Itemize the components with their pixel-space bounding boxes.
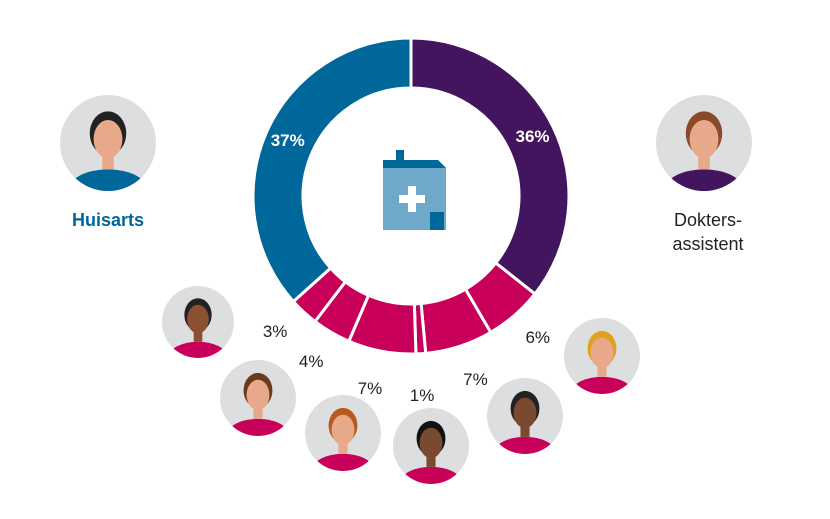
data-label: 4% xyxy=(298,351,324,371)
data-label: 36% xyxy=(515,127,550,147)
avatar-7pct-icon xyxy=(305,395,381,471)
data-label: 7% xyxy=(463,370,488,390)
doktersassistent-avatar-icon xyxy=(656,95,752,191)
assistent-line2: assistent xyxy=(672,234,744,254)
data-label: 3% xyxy=(262,321,288,341)
assistent-line1: Dokters- xyxy=(673,210,743,230)
donut-segment xyxy=(409,36,571,297)
data-label: 6% xyxy=(525,328,551,348)
avatar-7pct-2-icon xyxy=(487,378,563,454)
avatar-6pct-icon xyxy=(564,318,640,394)
avatar-3pct-icon xyxy=(162,286,234,358)
huisarts-avatar-icon xyxy=(60,95,156,191)
data-label: 37% xyxy=(270,130,305,150)
assistent-label: Dokters-assistent xyxy=(672,208,743,256)
data-label: 7% xyxy=(357,378,383,398)
huisarts-label: Huisarts xyxy=(71,210,145,230)
avatar-4pct-icon xyxy=(220,360,296,436)
donut-segment xyxy=(251,36,413,304)
avatar-1pct-icon xyxy=(393,408,469,484)
medical-building-icon xyxy=(383,150,446,230)
data-label: 1% xyxy=(409,385,435,405)
